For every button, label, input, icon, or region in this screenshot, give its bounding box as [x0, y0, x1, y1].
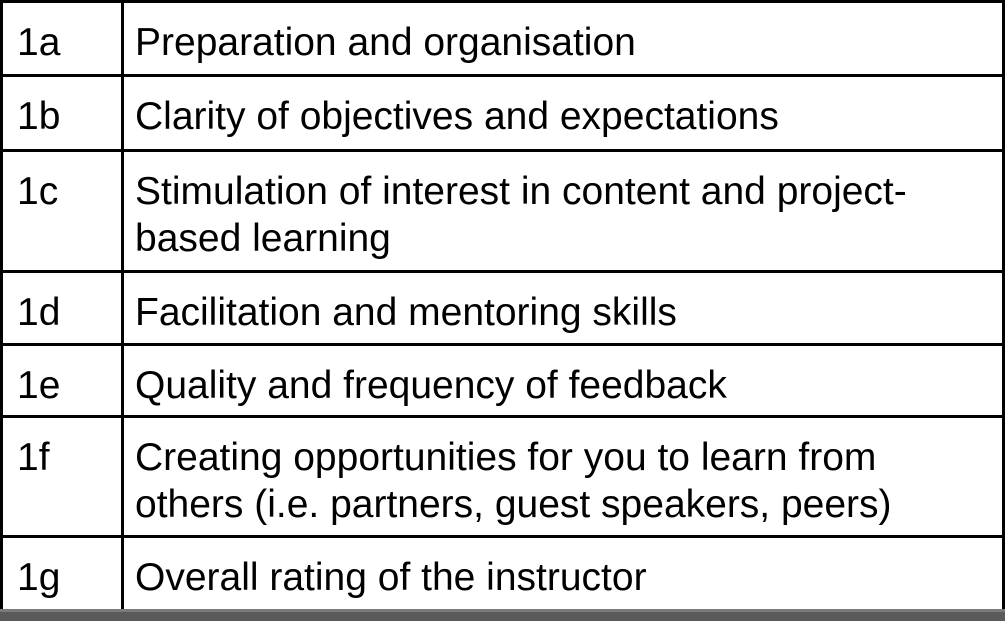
row-text-cell: Facilitation and mentoring skills	[121, 270, 1005, 346]
row-text-cell: Preparation and organisation	[121, 0, 1005, 78]
row-id-cell: 1f	[0, 414, 124, 538]
row-text-cell: Quality and frequency of feedback	[121, 342, 1005, 418]
table-row: 1b Clarity of objectives and expectation…	[0, 74, 1005, 153]
bottom-edge-bar	[0, 609, 1005, 621]
row-id-cell: 1g	[0, 534, 124, 609]
row-id-cell: 1a	[0, 0, 124, 78]
row-id-cell: 1d	[0, 270, 124, 346]
row-id-cell: 1b	[0, 74, 124, 153]
row-text-cell: Overall rating of the instructor	[121, 534, 1005, 609]
table-row: 1e Quality and frequency of feedback	[0, 342, 1005, 418]
row-id-cell: 1c	[0, 149, 124, 274]
table-row: 1f Creating opportunities for you to lea…	[0, 414, 1005, 538]
row-text-cell: Stimulation of interest in content and p…	[121, 149, 1005, 274]
table-row: 1a Preparation and organisation	[0, 0, 1005, 78]
table-row: 1d Facilitation and mentoring skills	[0, 270, 1005, 346]
table-row: 1g Overall rating of the instructor	[0, 534, 1005, 609]
row-text-cell: Creating opportunities for you to learn …	[121, 414, 1005, 538]
row-text-cell: Clarity of objectives and expectations	[121, 74, 1005, 153]
row-id-cell: 1e	[0, 342, 124, 418]
table-row: 1c Stimulation of interest in content an…	[0, 149, 1005, 274]
